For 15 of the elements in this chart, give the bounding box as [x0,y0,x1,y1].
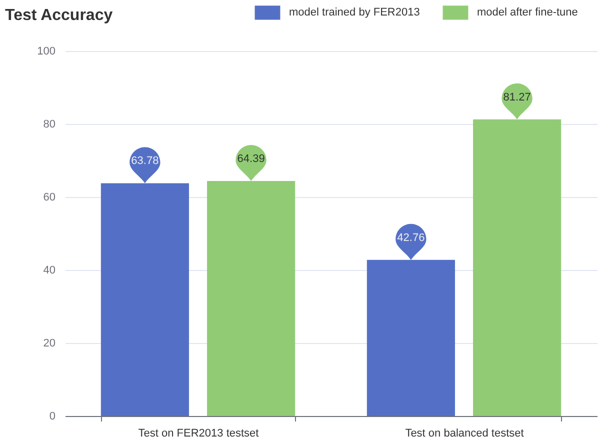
legend-label: model after fine-tune [477,6,578,19]
data-label: 64.39 [237,152,265,165]
y-tick-label: 20 [43,338,56,350]
y-tick-label: 0 [49,410,56,422]
legend-label: model trained by FER2013 [289,6,420,19]
x-tick-label: Test on FER2013 testset [138,428,259,437]
data-label: 63.78 [131,155,159,168]
data-label: 81.27 [503,91,531,104]
y-tick-label: 100 [37,46,56,58]
y-tick-label: 80 [43,118,56,130]
data-label: 42.76 [397,232,425,244]
y-tick-label: 40 [43,264,56,276]
chart-title: Test Accuracy [5,7,113,24]
x-tick-label: Test on balanced testset [405,428,524,437]
y-tick-label: 60 [43,192,56,204]
